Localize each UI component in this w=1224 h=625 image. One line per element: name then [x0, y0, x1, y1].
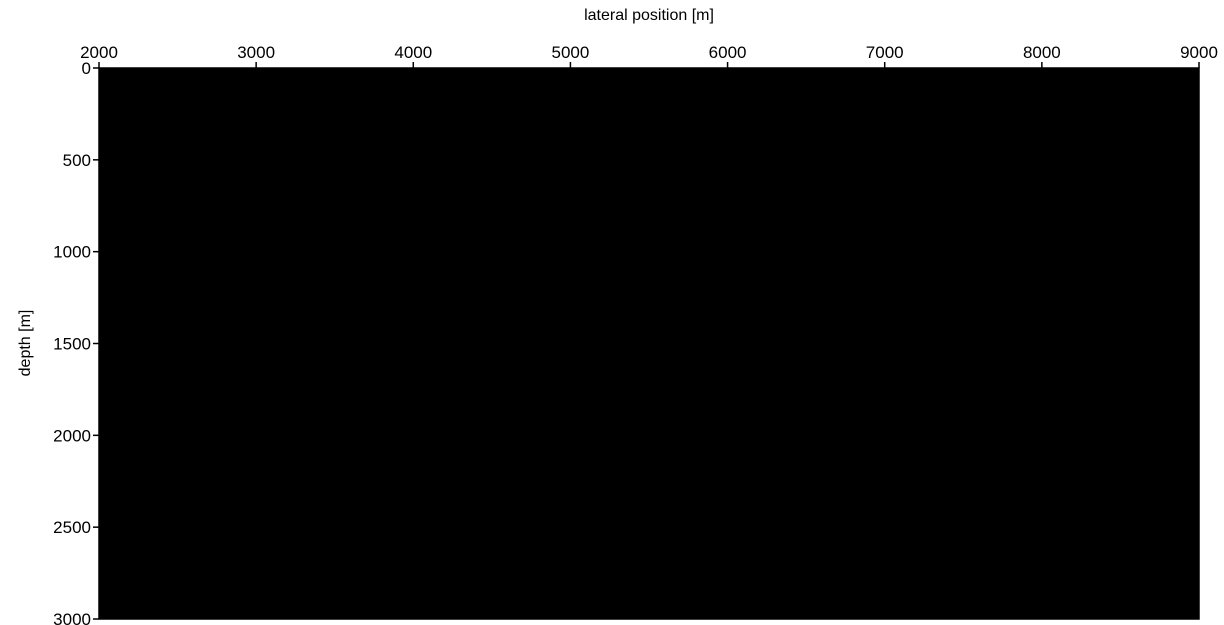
x-axis-ticks: 2000 3000 4000 5000 6000 7000 8000 9000	[80, 43, 1218, 68]
y-tick-label: 3000	[53, 610, 91, 625]
x-tick-label: 3000	[237, 43, 275, 62]
x-tick-label: 5000	[552, 43, 590, 62]
x-tick-label: 9000	[1180, 43, 1218, 62]
seismic-amplitude-image	[99, 68, 1199, 619]
x-tick-label: 4000	[394, 43, 432, 62]
y-axis-ticks: 0 500 1000 1500 2000 2500 3000	[53, 59, 99, 625]
y-tick-label: 2000	[53, 426, 91, 445]
x-axis-label: lateral position [m]	[584, 7, 714, 24]
y-axis-label: depth [m]	[17, 310, 34, 377]
x-tick-label: 2000	[80, 43, 118, 62]
x-tick-label: 7000	[866, 43, 904, 62]
y-tick-label: 1500	[53, 335, 91, 354]
x-tick-label: 6000	[709, 43, 747, 62]
y-tick-label: 0	[82, 59, 91, 78]
y-tick-label: 1000	[53, 243, 91, 262]
y-tick-label: 2500	[53, 518, 91, 537]
x-tick-label: 8000	[1023, 43, 1061, 62]
y-tick-label: 500	[63, 151, 91, 170]
